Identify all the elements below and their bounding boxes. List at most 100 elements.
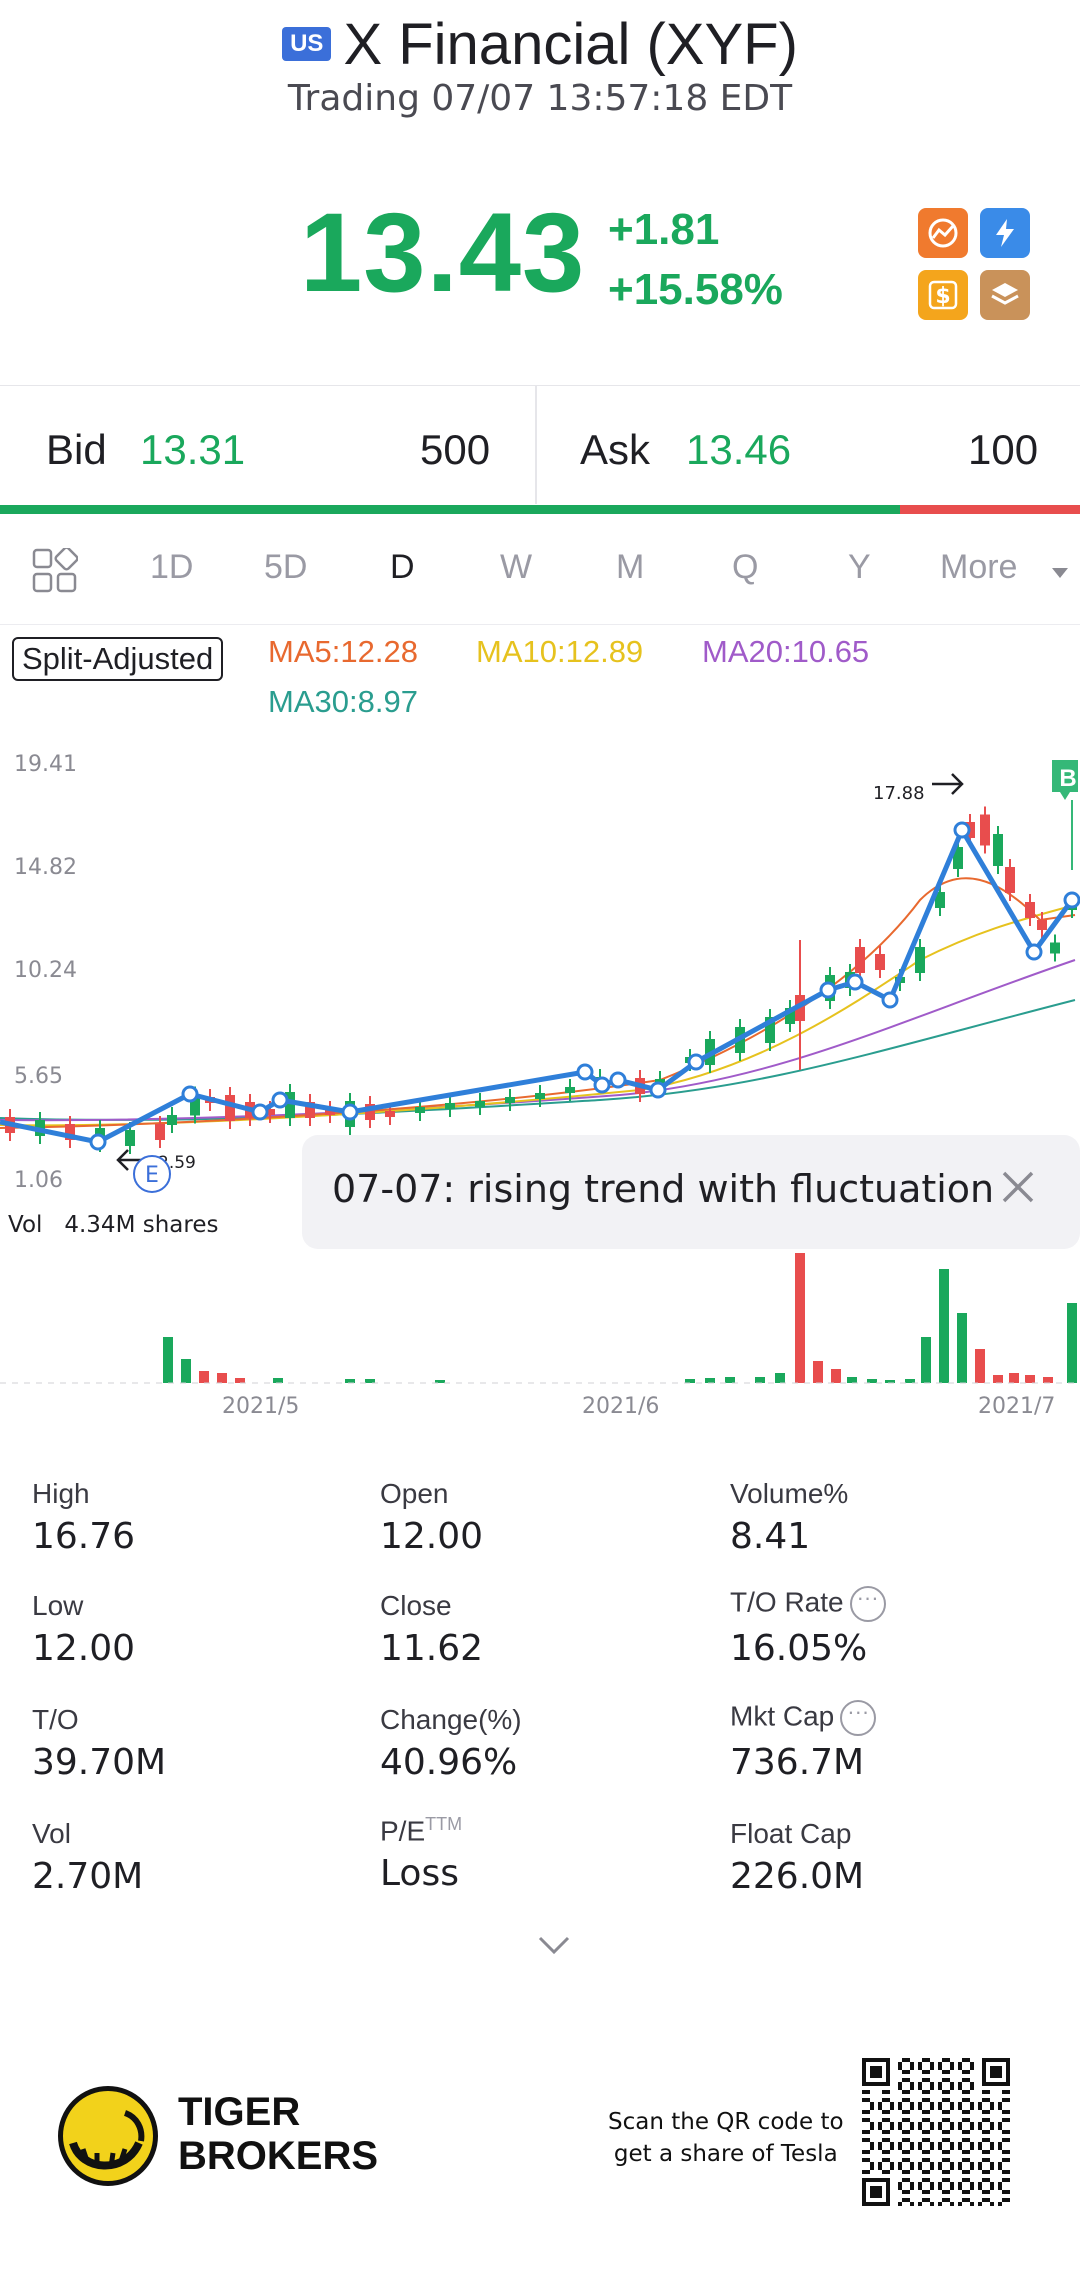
lightning-icon[interactable] (980, 208, 1030, 258)
qr-module (958, 2202, 962, 2206)
qr-module (962, 2198, 966, 2202)
qr-module (902, 2158, 906, 2162)
bid-qty: 500 (420, 426, 491, 473)
trend-tooltip-text: 07-07: rising trend with fluctuation (332, 1167, 995, 1211)
chevron-down-icon[interactable] (534, 1930, 574, 1960)
qr-module (910, 2186, 914, 2190)
dropdown-caret-icon[interactable] (1050, 566, 1070, 580)
qr-module (902, 2098, 906, 2102)
qr-module (902, 2110, 906, 2114)
qr-module (902, 2130, 906, 2134)
qr-module (898, 2122, 902, 2126)
bid-volume-bar (0, 505, 900, 514)
change-percent: +15.58% (608, 265, 783, 314)
tab-m[interactable]: M (616, 548, 645, 586)
qr-module (986, 2118, 990, 2122)
qr-module (930, 2062, 934, 2066)
qr-module (986, 2150, 990, 2154)
qr-module (878, 2142, 882, 2146)
qr-module (866, 2138, 870, 2142)
bid-ask-panel: Bid 13.31 500 Ask 13.46 100 (0, 385, 1080, 510)
qr-module (898, 2106, 902, 2110)
close-icon[interactable] (996, 1165, 1040, 1209)
event-badge (133, 1155, 171, 1193)
qr-module (946, 2190, 950, 2194)
qr-module (902, 2170, 906, 2174)
qr-module (990, 2166, 994, 2170)
qr-module (950, 2102, 954, 2106)
volume-bar (345, 1379, 355, 1383)
qr-module (930, 2086, 934, 2090)
volume-bar (939, 1269, 949, 1383)
qr-module (978, 2106, 982, 2110)
qr-module (922, 2158, 926, 2162)
tab-1d[interactable]: 1D (150, 548, 194, 586)
qr-module (870, 2146, 874, 2150)
qr-module (882, 2118, 886, 2122)
qr-module (902, 2150, 906, 2154)
qr-module (898, 2062, 902, 2066)
more-info-icon[interactable]: ··· (840, 1700, 877, 1736)
qr-finder (870, 2066, 882, 2078)
qr-module (946, 2070, 950, 2074)
qr-module (946, 2130, 950, 2134)
qr-module (1002, 2098, 1006, 2102)
tab-d[interactable]: D (390, 548, 415, 586)
qr-module (982, 2098, 986, 2102)
qr-module (946, 2058, 950, 2062)
qr-module (870, 2122, 874, 2126)
tab-q[interactable]: Q (732, 548, 759, 586)
trend-point (953, 821, 971, 839)
qr-module (902, 2090, 906, 2094)
qr-module (998, 2182, 1002, 2186)
stat-volume-pct: Volume% 8.41 (730, 1478, 848, 1557)
stat-label: T/O (32, 1704, 79, 1735)
qr-module (926, 2058, 930, 2062)
qr-module (1006, 2150, 1010, 2154)
qr-module (998, 2106, 1002, 2110)
no-sign-icon[interactable] (918, 208, 968, 258)
qr-module (898, 2142, 902, 2146)
qr-module (930, 2142, 934, 2146)
qr-module (862, 2098, 866, 2102)
qr-module (942, 2138, 946, 2142)
chart-layout-icon[interactable] (32, 548, 78, 594)
volume-bar (813, 1361, 823, 1383)
split-adjusted-toggle[interactable]: Split-Adjusted (12, 637, 224, 681)
qr-module (886, 2138, 890, 2142)
qr-module (926, 2198, 930, 2202)
qr-module (1002, 2178, 1006, 2182)
bid-ask-divider (535, 386, 537, 504)
qr-module (882, 2170, 886, 2174)
tab-more[interactable]: More (940, 548, 1018, 586)
layers-icon[interactable] (980, 270, 1030, 320)
qr-module (942, 2118, 946, 2122)
more-info-icon[interactable]: ··· (849, 1586, 886, 1622)
price-chart[interactable]: 17.88 2.59 E B (0, 740, 1080, 1420)
qr-module (990, 2162, 994, 2166)
tab-y[interactable]: Y (848, 548, 871, 586)
qr-module (886, 2098, 890, 2102)
stat-turnover-rate: T/O Rate ··· 16.05% (730, 1586, 886, 1669)
stat-value: 16.05% (730, 1628, 868, 1669)
right-arrow-icon (932, 773, 964, 795)
qr-module (978, 2126, 982, 2130)
qr-module (1002, 2110, 1006, 2114)
qr-module (962, 2158, 966, 2162)
qr-module (962, 2118, 966, 2122)
qr-module (906, 2058, 910, 2062)
qr-module (918, 2082, 922, 2086)
stat-change: Change(%) 40.96% (380, 1704, 522, 1783)
qr-module (922, 2110, 926, 2114)
tab-w[interactable]: W (500, 548, 533, 586)
tab-5d[interactable]: 5D (264, 548, 308, 586)
qr-module (950, 2106, 954, 2110)
qr-module (982, 2138, 986, 2142)
trend-tooltip: 07-07: rising trend with fluctuation (302, 1135, 1080, 1249)
qr-module (910, 2086, 914, 2090)
qr-module (930, 2166, 934, 2170)
qr-module (906, 2198, 910, 2202)
qr-module (970, 2146, 974, 2150)
qr-module (890, 2162, 894, 2166)
dollar-icon[interactable]: $ (918, 270, 968, 320)
